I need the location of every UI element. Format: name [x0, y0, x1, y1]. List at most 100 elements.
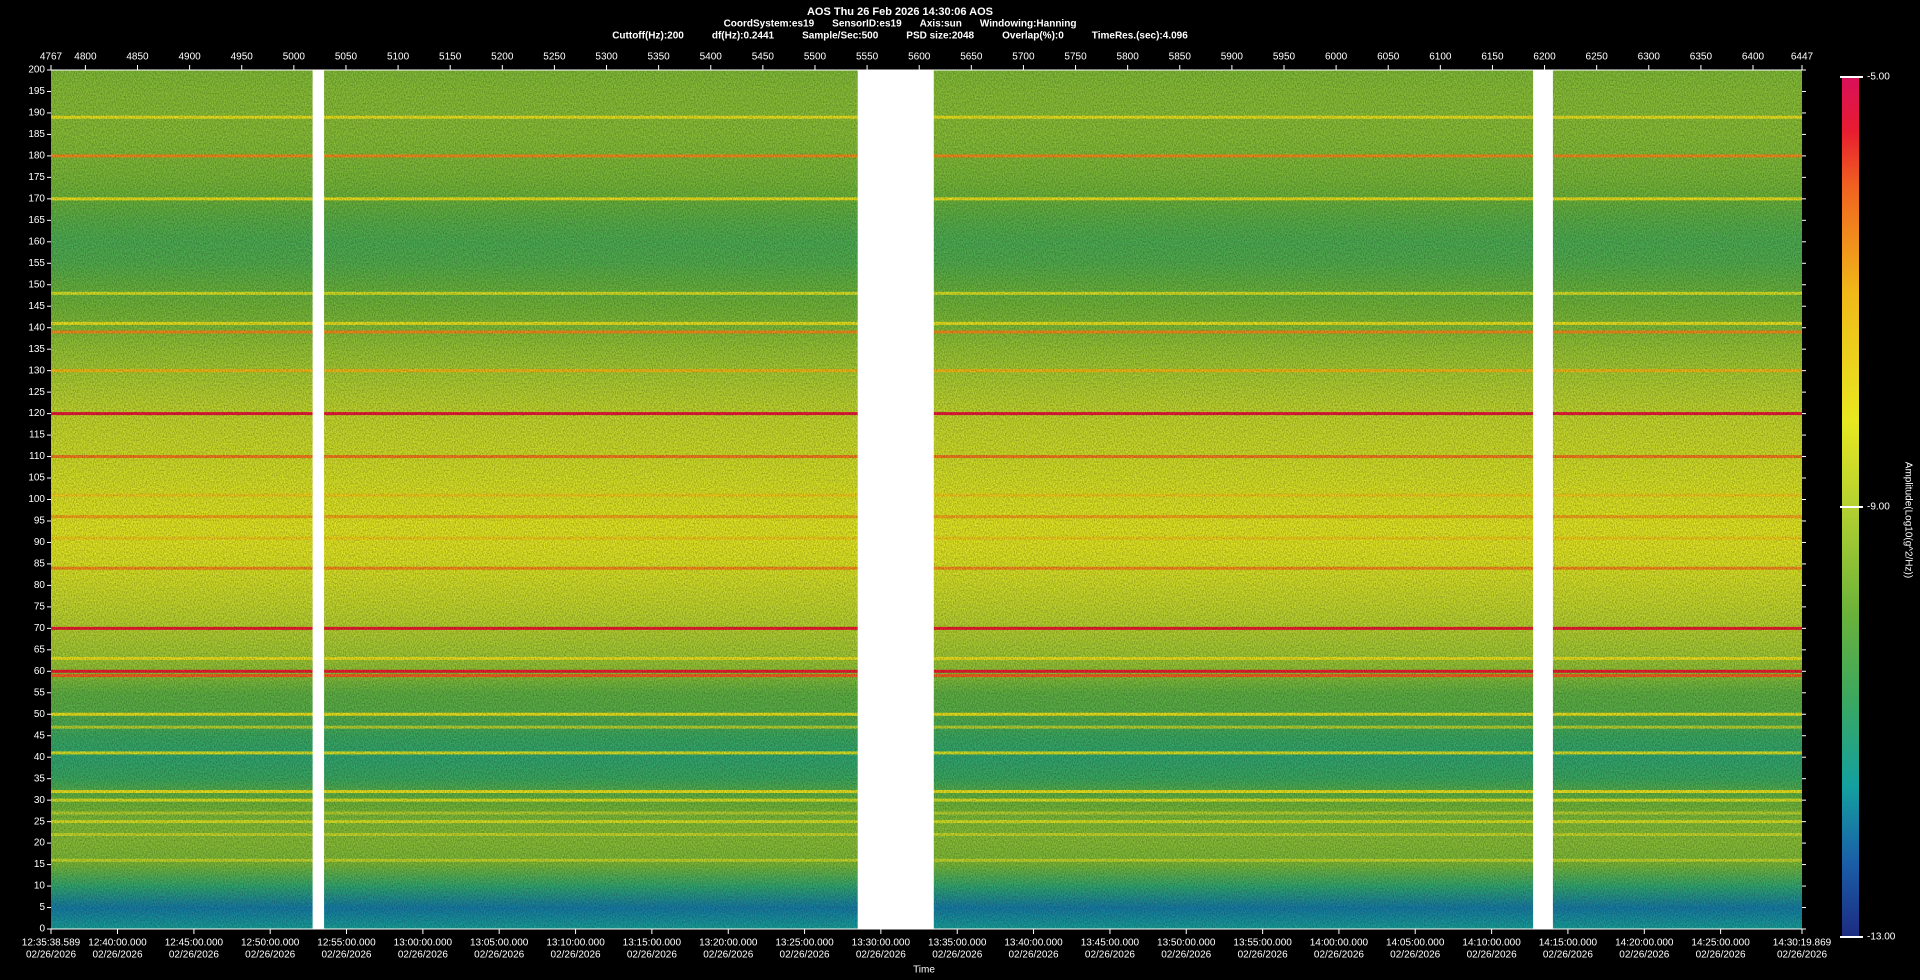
time-tick-date: 02/26/2026 [1161, 950, 1211, 961]
x-tick-label: 5050 [335, 52, 358, 63]
time-tick-label: 14:30:19.869 [1773, 938, 1832, 949]
x-tick-label: 6100 [1429, 52, 1452, 63]
time-tick-label: 13:45:00.000 [1081, 938, 1140, 949]
x-tick-label: 6050 [1377, 52, 1400, 63]
y-tick-label: 190 [28, 108, 45, 119]
info-item: Axis:sun [920, 19, 962, 30]
colorbar-segment [1842, 421, 1859, 508]
time-tick-label: 13:30:00.000 [852, 938, 911, 949]
x-tick-label: 5650 [960, 52, 983, 63]
x-tick-label: 5700 [1012, 52, 1035, 63]
x-tick-label: 4950 [231, 52, 254, 63]
x-tick-label: 5550 [856, 52, 879, 63]
info-item: Cuttoff(Hz):200 [612, 31, 684, 42]
x-axis-label: Time [913, 965, 935, 976]
info-item: SensorID:es19 [832, 19, 902, 30]
time-tick-label: 13:35:00.000 [928, 938, 987, 949]
x-tick-label: 5900 [1221, 52, 1244, 63]
colorbar-segment [1842, 700, 1859, 787]
y-tick-label: 65 [34, 644, 46, 655]
x-tick-label: 5000 [283, 52, 306, 63]
colorbar-tick-label: -13.00 [1867, 932, 1896, 943]
time-tick-label: 14:10:00.000 [1462, 938, 1521, 949]
time-tick-label: 13:05:00.000 [470, 938, 529, 949]
y-tick-label: 120 [28, 408, 45, 419]
x-tick-label: 6000 [1325, 52, 1348, 63]
time-tick-label: 14:05:00.000 [1386, 938, 1445, 949]
time-tick-date: 02/26/2026 [856, 950, 906, 961]
time-tick-label: 12:35:38.589 [22, 938, 81, 949]
x-tick-label: 5150 [439, 52, 462, 63]
x-tick-label: 5800 [1117, 52, 1140, 63]
time-tick-label: 13:25:00.000 [775, 938, 834, 949]
y-tick-label: 70 [34, 623, 46, 634]
time-tick-date: 02/26/2026 [1390, 950, 1440, 961]
time-tick-date: 02/26/2026 [551, 950, 601, 961]
info-item: CoordSystem:es19 [724, 19, 815, 30]
y-tick-label: 155 [28, 258, 45, 269]
time-tick-label: 12:40:00.000 [88, 938, 147, 949]
time-tick-date: 02/26/2026 [932, 950, 982, 961]
info-item: Overlap(%):0 [1002, 31, 1064, 42]
y-tick-label: 15 [34, 859, 46, 870]
x-tick-label: 5200 [491, 52, 514, 63]
colorbar-tick-label: -9.00 [1867, 502, 1890, 513]
time-tick-date: 02/26/2026 [780, 950, 830, 961]
y-tick-label: 145 [28, 301, 45, 312]
time-tick-date: 02/26/2026 [321, 950, 371, 961]
y-tick-label: 95 [34, 516, 46, 527]
x-tick-label: 6447 [1791, 52, 1814, 63]
time-tick-label: 13:10:00.000 [546, 938, 605, 949]
time-tick-label: 13:15:00.000 [623, 938, 682, 949]
colorbar-segment [1842, 130, 1859, 185]
x-tick-label: 4767 [40, 52, 63, 63]
info-item: df(Hz):0.2441 [712, 31, 775, 42]
overlay: 0 5 10 15 20 25 30 35 40 45 50 55 60 65 70 75 80 85 90 95 10… [22, 52, 1832, 961]
y-tick-label: 85 [34, 559, 46, 570]
time-tick-date: 02/26/2026 [169, 950, 219, 961]
time-tick-label: 13:55:00.000 [1233, 938, 1292, 949]
time-tick-date: 02/26/2026 [703, 950, 753, 961]
y-tick-label: 195 [28, 86, 45, 97]
x-tick-label: 5950 [1273, 52, 1296, 63]
time-tick-date: 02/26/2026 [1314, 950, 1364, 961]
info-item: Windowing:Hanning [980, 19, 1077, 30]
chart-title: AOS Thu 26 Feb 2026 14:30:06 AOS [807, 6, 993, 18]
x-tick-label: 6200 [1533, 52, 1556, 63]
x-tick-label: 5850 [1169, 52, 1192, 63]
x-tick-label: 5100 [387, 52, 410, 63]
y-tick-label: 5 [39, 902, 45, 913]
colorbar-segment [1842, 786, 1859, 863]
colorbar-segment [1842, 507, 1859, 615]
time-tick-date: 02/26/2026 [1009, 950, 1059, 961]
colorbar-segment [1842, 292, 1859, 422]
time-tick-date: 02/26/2026 [1696, 950, 1746, 961]
data-gap [1533, 70, 1553, 929]
y-tick-label: 55 [34, 687, 46, 698]
y-tick-label: 25 [34, 816, 46, 827]
time-tick-date: 02/26/2026 [1543, 950, 1593, 961]
y-tick-label: 45 [34, 730, 46, 741]
y-tick-label: 135 [28, 344, 45, 355]
y-tick-label: 100 [28, 494, 45, 505]
y-tick-label: 30 [34, 795, 46, 806]
info-item: TimeRes.(sec):4.096 [1092, 31, 1188, 42]
colorbar-segment [1842, 184, 1859, 293]
time-tick-date: 02/26/2026 [92, 950, 142, 961]
x-tick-label: 5750 [1064, 52, 1087, 63]
y-tick-label: 200 [28, 65, 45, 76]
y-tick-label: 160 [28, 236, 45, 247]
y-tick-label: 185 [28, 129, 45, 140]
time-tick-date: 02/26/2026 [627, 950, 677, 961]
info-item: PSD size:2048 [906, 31, 974, 42]
time-tick-label: 12:55:00.000 [317, 938, 376, 949]
time-tick-label: 12:45:00.000 [165, 938, 224, 949]
info-item: Sample/Sec:500 [802, 31, 879, 42]
time-tick-label: 14:20:00.000 [1615, 938, 1674, 949]
y-tick-label: 80 [34, 580, 46, 591]
y-tick-label: 50 [34, 709, 46, 720]
x-tick-label: 6250 [1586, 52, 1609, 63]
colorbar-tick-label: -5.00 [1867, 72, 1890, 83]
y-tick-label: 110 [29, 451, 45, 462]
